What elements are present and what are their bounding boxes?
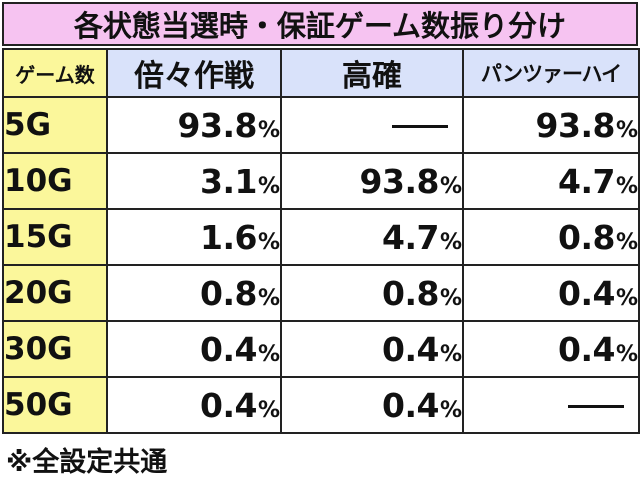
percent-sign: % bbox=[257, 117, 280, 143]
column-header-baibai: 倍々作戦 bbox=[106, 48, 282, 98]
games-column-header: ゲーム数 bbox=[2, 48, 108, 98]
value-cell: 0.8% bbox=[106, 264, 282, 322]
page-title: 各状態当選時・保証ゲーム数振り分け bbox=[73, 9, 567, 43]
value-cell: 1.6% bbox=[106, 208, 282, 266]
percent-sign: % bbox=[615, 229, 638, 255]
value-cell: 0.4% bbox=[462, 320, 640, 378]
table-row: 10G 3.1% 93.8% 4.7% bbox=[2, 152, 640, 210]
row-label: 15G bbox=[2, 208, 108, 266]
rate-value: 0.4 bbox=[199, 329, 257, 369]
value-cell: 0.4% bbox=[280, 320, 464, 378]
value-cell bbox=[280, 96, 464, 154]
rate-value: 0.4 bbox=[557, 329, 615, 369]
title-banner: 各状態当選時・保証ゲーム数振り分け bbox=[2, 2, 638, 46]
table-row: 5G 93.8% 93.8% bbox=[2, 96, 640, 154]
value-cell: 4.7% bbox=[280, 208, 464, 266]
percent-sign: % bbox=[257, 173, 280, 199]
guaranteed-games-table: ゲーム数 倍々作戦 高確 パンツァーハイ 5G 93.8% 93.8% 10G 3.1%… bbox=[2, 48, 640, 434]
row-label: 5G bbox=[2, 96, 108, 154]
percent-sign: % bbox=[439, 229, 462, 255]
percent-sign: % bbox=[615, 173, 638, 199]
rate-value: 4.7 bbox=[381, 217, 439, 257]
footnote: ※全設定共通 bbox=[6, 447, 168, 478]
rate-value: 0.8 bbox=[199, 273, 257, 313]
percent-sign: % bbox=[439, 397, 462, 423]
percent-sign: % bbox=[439, 285, 462, 311]
rate-value: 0.8 bbox=[381, 273, 439, 313]
column-header-panzer-high: パンツァーハイ bbox=[462, 48, 640, 98]
value-cell: 0.4% bbox=[106, 376, 282, 434]
value-cell bbox=[462, 376, 640, 434]
value-cell: 0.4% bbox=[280, 376, 464, 434]
percent-sign: % bbox=[257, 397, 280, 423]
rate-value: 93.8 bbox=[359, 161, 440, 201]
rate-value: 0.8 bbox=[557, 217, 615, 257]
value-cell: 93.8% bbox=[462, 96, 640, 154]
rate-value: 4.7 bbox=[557, 161, 615, 201]
table-row: 50G 0.4% 0.4% bbox=[2, 376, 640, 434]
not-applicable-dash bbox=[392, 124, 448, 128]
table-row: 20G 0.8% 0.8% 0.4% bbox=[2, 264, 640, 322]
rate-value: 0.4 bbox=[381, 329, 439, 369]
rate-value: 1.6 bbox=[199, 217, 257, 257]
value-cell: 0.4% bbox=[106, 320, 282, 378]
value-cell: 3.1% bbox=[106, 152, 282, 210]
value-cell: 93.8% bbox=[106, 96, 282, 154]
percent-sign: % bbox=[615, 341, 638, 367]
table-header-row: ゲーム数 倍々作戦 高確 パンツァーハイ bbox=[2, 48, 640, 98]
column-header-kokaku: 高確 bbox=[280, 48, 464, 98]
rate-value: 0.4 bbox=[381, 385, 439, 425]
rate-value: 93.8 bbox=[177, 105, 258, 145]
value-cell: 0.8% bbox=[280, 264, 464, 322]
percent-sign: % bbox=[257, 285, 280, 311]
not-applicable-dash bbox=[568, 404, 624, 408]
rate-value: 3.1 bbox=[199, 161, 257, 201]
value-cell: 4.7% bbox=[462, 152, 640, 210]
percent-sign: % bbox=[257, 341, 280, 367]
rate-value: 93.8 bbox=[535, 105, 616, 145]
rate-value: 0.4 bbox=[557, 273, 615, 313]
row-label: 50G bbox=[2, 376, 108, 434]
percent-sign: % bbox=[257, 229, 280, 255]
value-cell: 93.8% bbox=[280, 152, 464, 210]
percent-sign: % bbox=[439, 173, 462, 199]
row-label: 20G bbox=[2, 264, 108, 322]
table-body: 5G 93.8% 93.8% 10G 3.1% 93.8% 4.7% 15G 1.6% 4.7% 0… bbox=[2, 96, 640, 434]
percent-sign: % bbox=[615, 285, 638, 311]
row-label: 30G bbox=[2, 320, 108, 378]
percent-sign: % bbox=[439, 341, 462, 367]
row-label: 10G bbox=[2, 152, 108, 210]
rate-value: 0.4 bbox=[199, 385, 257, 425]
percent-sign: % bbox=[615, 117, 638, 143]
table-row: 30G 0.4% 0.4% 0.4% bbox=[2, 320, 640, 378]
value-cell: 0.8% bbox=[462, 208, 640, 266]
value-cell: 0.4% bbox=[462, 264, 640, 322]
table-row: 15G 1.6% 4.7% 0.8% bbox=[2, 208, 640, 266]
